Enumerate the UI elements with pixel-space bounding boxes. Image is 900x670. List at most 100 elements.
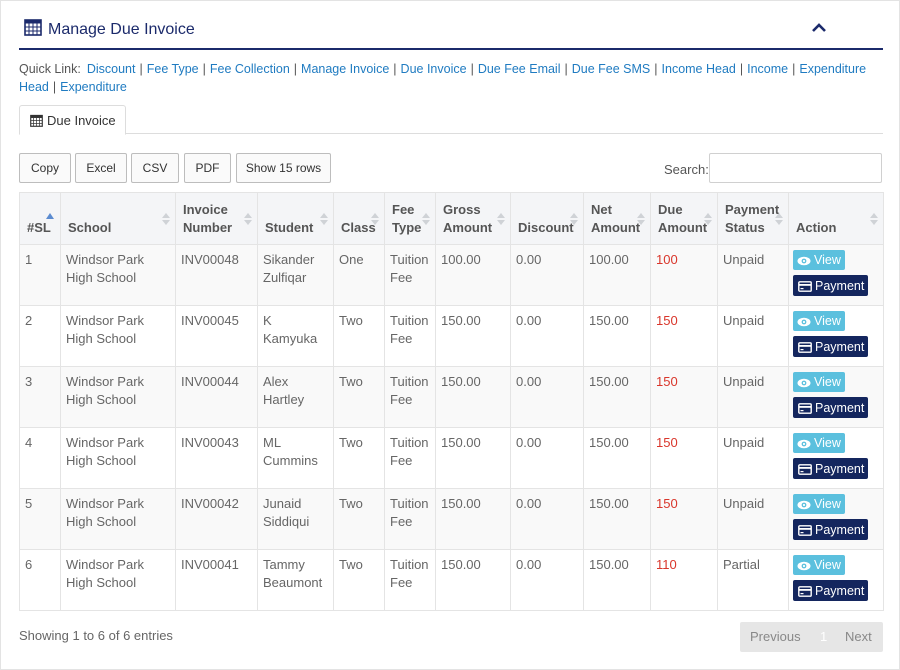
column-header-class[interactable]: Class [333,192,385,245]
cell-class: Two [333,305,385,367]
previous-button[interactable]: Previous [750,629,801,644]
quick-link-expenditure[interactable]: Expenditure [60,79,127,94]
view-button[interactable]: View [793,555,845,575]
view-button[interactable]: View [793,372,845,392]
column-header-action[interactable]: Action [788,192,884,245]
cell-sl: 4 [19,427,61,489]
view-button[interactable]: View [793,494,845,514]
cell-sl: 5 [19,488,61,550]
cell-payment-status: Unpaid [717,366,789,428]
cell-fee-type: Tuition Fee [384,488,436,550]
page-number-button[interactable]: 1 [820,629,828,644]
chevron-up-icon[interactable] [809,19,829,37]
cell-invoice-number: INV00044 [175,366,258,428]
quick-link-income-head[interactable]: Income Head [661,62,736,76]
cell-due-amount: 100 [650,244,718,306]
eye-icon [797,561,811,571]
pdf-button[interactable]: PDF [184,153,231,183]
quick-links: Quick Link: Discount | Fee Type | Fee Collect… [19,61,883,96]
column-header-net-amount[interactable]: Net Amount [583,192,651,245]
sort-icon [704,211,712,232]
column-header-discount[interactable]: Discount [510,192,584,245]
cell-action: View Payment [788,549,884,611]
quick-link-fee-type[interactable]: Fee Type [146,62,199,76]
cell-gross-amount: 100.00 [435,244,511,306]
page-title: Manage Due Invoice [48,21,195,38]
quick-link-label: Quick Link: [19,62,81,76]
payment-button[interactable]: Payment [793,336,868,357]
column-header-gross-amount[interactable]: Gross Amount [435,192,511,245]
sort-icon [775,211,783,232]
quick-link-income[interactable]: Income [747,62,789,76]
view-label: View [814,436,841,450]
column-header-label: Due Amount [658,202,708,235]
credit-card-icon [798,585,812,597]
quick-link-due-invoice[interactable]: Due Invoice [400,62,467,76]
quick-link-due-fee-email[interactable]: Due Fee Email [477,62,561,76]
sort-icon [320,211,328,232]
cell-due-amount: 150 [650,366,718,428]
sort-icon [371,211,379,232]
cell-school: Windsor Park High School [60,549,176,611]
column-header-payment-status[interactable]: Payment Status [717,192,789,245]
sort-icon [570,211,578,232]
column-header-fee-type[interactable]: Fee Type [384,192,436,245]
panel-header: Manage Due Invoice [19,13,883,50]
cell-discount: 0.00 [510,549,584,611]
quick-link-fee-collection[interactable]: Fee Collection [209,62,290,76]
column-header-label: Invoice Number [183,202,233,235]
cell-fee-type: Tuition Fee [384,366,436,428]
cell-invoice-number: INV00042 [175,488,258,550]
quick-link-discount[interactable]: Discount [86,62,136,76]
cell-fee-type: Tuition Fee [384,305,436,367]
column-header-invoice-number[interactable]: Invoice Number [175,192,258,245]
link-separator: | [739,62,744,76]
cell-action: View Payment [788,244,884,306]
link-separator: | [470,62,474,76]
column-header-school[interactable]: School [60,192,176,245]
quick-link-expenditure-head[interactable]: Expenditure Head [19,62,867,94]
column-header-sl[interactable]: #SL [19,192,61,245]
excel-button[interactable]: Excel [75,153,127,183]
payment-label: Payment [815,522,865,537]
eye-icon [797,317,811,327]
payment-button[interactable]: Payment [793,275,868,296]
show-rows-button[interactable]: Show 15 rows [236,153,331,183]
cell-net-amount: 150.00 [583,488,651,550]
credit-card-icon [798,341,812,353]
cell-net-amount: 150.00 [583,549,651,611]
payment-label: Payment [815,400,865,415]
payment-button[interactable]: Payment [793,580,868,601]
cell-gross-amount: 150.00 [435,549,511,611]
column-header-student[interactable]: Student [257,192,334,245]
csv-button[interactable]: CSV [131,153,179,183]
payment-button[interactable]: Payment [793,519,868,540]
view-button[interactable]: View [793,311,845,331]
view-button[interactable]: View [793,433,845,453]
payment-button[interactable]: Payment [793,397,868,418]
cell-gross-amount: 150.00 [435,305,511,367]
calendar-grid-icon [30,114,43,127]
cell-due-amount: 150 [650,488,718,550]
next-button[interactable]: Next [845,629,872,644]
table-row: 6 Windsor Park High School INV00041 Tammy B… [19,549,884,611]
search-input[interactable] [709,153,882,183]
sort-icon [637,211,645,232]
credit-card-icon [798,524,812,536]
due-invoice-table: #SL School Invoice Number Student Class F… [19,192,884,611]
sort-ascending-icon [46,207,54,225]
payment-button[interactable]: Payment [793,458,868,479]
sort-icon [162,211,170,232]
cell-student: Alex Hartley [257,366,334,428]
cell-school: Windsor Park High School [60,488,176,550]
quick-link-manage-invoice[interactable]: Manage Invoice [301,62,390,76]
cell-payment-status: Unpaid [717,488,789,550]
tab-due-invoice[interactable]: Due Invoice [19,105,126,135]
copy-button[interactable]: Copy [19,153,71,183]
column-header-due-amount[interactable]: Due Amount [650,192,718,245]
eye-icon [797,500,811,510]
cell-invoice-number: INV00043 [175,427,258,489]
quick-link-due-fee-sms[interactable]: Due Fee SMS [571,62,651,76]
view-button[interactable]: View [793,250,845,270]
credit-card-icon [798,402,812,414]
